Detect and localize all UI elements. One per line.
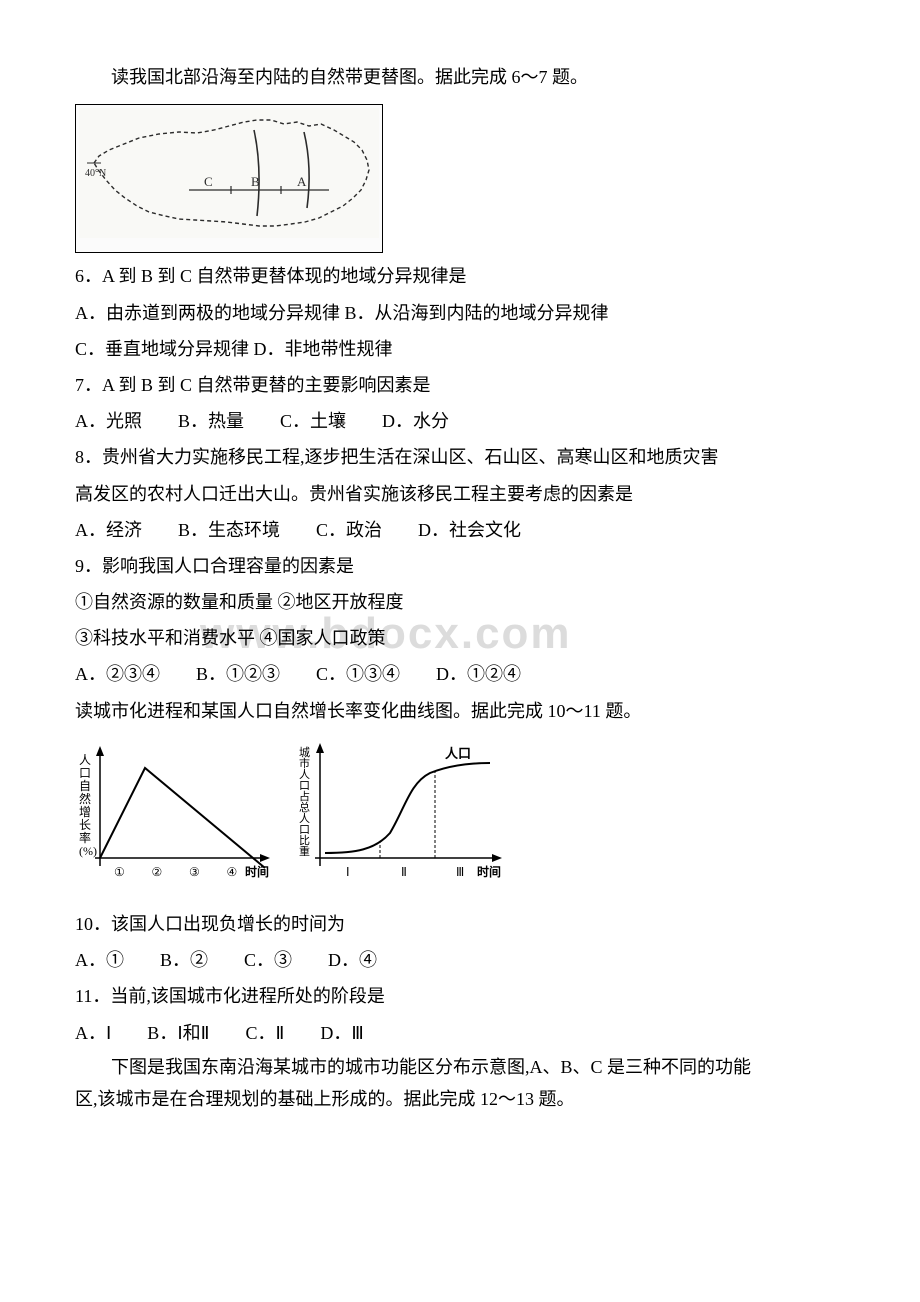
svg-text:(%): (%) (79, 844, 97, 858)
q9-stem: 9．影响我国人口合理容量的因素是 (75, 549, 845, 583)
q8-opts: A．经济 B．生态环境 C．政治 D．社会文化 (75, 513, 845, 547)
q6-opts-line2: C．垂直地域分异规律 D．非地带性规律 (75, 332, 845, 366)
svg-text:A: A (297, 174, 307, 189)
svg-text:增: 增 (79, 805, 91, 819)
svg-text:③: ③ (189, 865, 200, 879)
q10-stem: 10．该国人口出现负增长的时间为 (75, 907, 845, 941)
chart-left-wrap: 人口自然增长率(%) ① ② ③ ④ 时间 (75, 738, 275, 899)
svg-text:占: 占 (299, 789, 310, 803)
intro-q67: 读我国北部沿海至内陆的自然带更替图。据此完成 6～7 题。 (75, 60, 845, 94)
svg-text:时间: 时间 (245, 864, 269, 879)
svg-text:C: C (204, 174, 213, 189)
q8-line1: 8．贵州省大力实施移民工程,逐步把生活在深山区、石山区、高寒山区和地质灾害 (75, 440, 845, 474)
svg-text:②: ② (152, 865, 163, 879)
q1213-intro-l2: 区,该城市是在合理规划的基础上形成的。据此完成 12～13 题。 (75, 1084, 845, 1115)
intro-q1011: 读城市化进程和某国人口自然增长率变化曲线图。据此完成 10～11 题。 (75, 694, 845, 728)
map-figure-northern-china: 40°N C B A (75, 104, 383, 253)
svg-text:Ⅲ: Ⅲ (456, 865, 464, 879)
q11-opts: A．Ⅰ B．Ⅰ和Ⅱ C．Ⅱ D．Ⅲ (75, 1016, 845, 1050)
urbanization-chart: 人口城市人口占总人口比重ⅠⅡⅢ时间 (295, 738, 505, 888)
svg-text:口: 口 (79, 766, 91, 780)
chart-right-wrap: 人口城市人口占总人口比重ⅠⅡⅢ时间 (295, 738, 505, 899)
q10-opts: A．① B．② C．③ D．④ (75, 943, 845, 977)
q11-stem: 11．当前,该国城市化进程所处的阶段是 (75, 979, 845, 1013)
svg-text:率: 率 (79, 830, 91, 845)
svg-text:Ⅰ: Ⅰ (346, 865, 350, 879)
svg-text:40°N: 40°N (85, 168, 106, 179)
q8-line2: 高发区的农村人口迁出大山。贵州省实施该移民工程主要考虑的因素是 (75, 477, 845, 511)
population-growth-chart: 人口自然增长率(%) ① ② ③ ④ 时间 (75, 738, 275, 888)
q7-stem: 7．A 到 B 到 C 自然带更替的主要影响因素是 (75, 368, 845, 402)
svg-text:①: ① (114, 865, 125, 879)
svg-text:B: B (251, 174, 260, 189)
q9-l1: ①自然资源的数量和质量 ②地区开放程度 (75, 585, 845, 619)
document-content: 读我国北部沿海至内陆的自然带更替图。据此完成 6～7 题。 40°N C B A 6．… (75, 60, 845, 1115)
svg-text:人: 人 (79, 753, 91, 767)
q1213-intro-l1: 下图是我国东南沿海某城市的城市功能区分布示意图,A、B、C 是三种不同的功能 (75, 1052, 845, 1083)
svg-text:自: 自 (79, 779, 91, 793)
q9-l2: ③科技水平和消费水平 ④国家人口政策 (75, 621, 845, 655)
svg-text:Ⅱ: Ⅱ (401, 865, 407, 879)
svg-text:长: 长 (79, 818, 91, 832)
svg-text:重: 重 (299, 844, 310, 858)
q7-opts: A．光照 B．热量 C．土壤 D．水分 (75, 404, 845, 438)
q6-stem: 6．A 到 B 到 C 自然带更替体现的地域分异规律是 (75, 259, 845, 293)
svg-text:市: 市 (299, 756, 310, 770)
svg-text:④: ④ (227, 865, 238, 879)
svg-text:然: 然 (79, 791, 91, 806)
svg-text:时间: 时间 (477, 864, 501, 879)
q6-opts-line1: A．由赤道到两极的地域分异规律 B．从沿海到内陆的地域分异规律 (75, 296, 845, 330)
svg-text:总: 总 (299, 800, 310, 814)
svg-text:人口: 人口 (445, 746, 471, 761)
q9-opts: A．②③④ B．①②③ C．①③④ D．①②④ (75, 657, 845, 691)
map-svg: 40°N C B A (79, 108, 379, 238)
charts-row: 人口自然增长率(%)①②③④时间 人口城市人口占总人口比重ⅠⅡⅢ时间 (75, 738, 845, 899)
